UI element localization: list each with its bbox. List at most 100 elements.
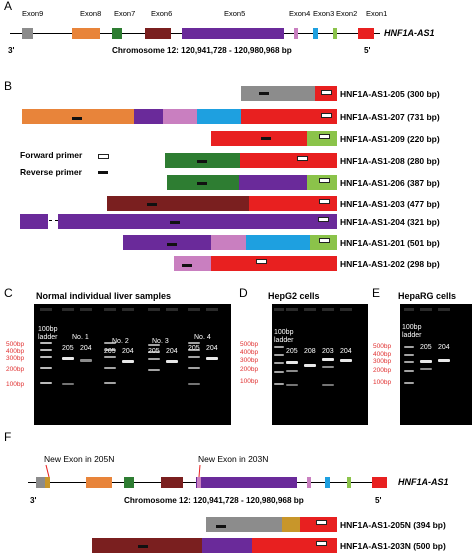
transcript-203n-bar: [92, 538, 337, 553]
exon5-label: Exon5: [224, 9, 246, 18]
legend-reverse-label: Reverse primer: [20, 167, 82, 177]
f-exon6-block: [161, 477, 183, 488]
exon9-label: Exon9: [22, 9, 44, 18]
five-prime-f: 5': [375, 496, 382, 505]
gel-c-ladder-label-2: ladder: [38, 334, 58, 341]
gel-e-marker-400: 400bp: [373, 351, 392, 358]
gel-e-ladder-label-1: 100bp: [402, 324, 422, 331]
gel-e-ladder-label-2: ladder: [402, 332, 422, 339]
transcript-204-bar: [20, 214, 337, 229]
gel-e-marker-500: 500bp: [373, 343, 392, 350]
gel-c-sample-4: No. 4: [194, 334, 211, 341]
gel-d-ladder-label-2: ladder: [274, 337, 294, 344]
gel-e-marker-100: 100bp: [373, 379, 392, 386]
gel-c-marker-300: 300bp: [6, 355, 25, 362]
transcript-203n-label: HNF1A-AS1-203N (500 bp): [340, 541, 446, 551]
transcript-205n-label: HNF1A-AS1-205N (394 bp): [340, 520, 446, 530]
transcript-202-bar: [174, 256, 337, 271]
gel-c-lane-205-2: 205: [104, 348, 116, 355]
gel-e-lane-205: 205: [420, 344, 432, 351]
new-exon-pointers: [45, 464, 201, 478]
chromosome-coords-a: Chromosome 12: 120,941,728 - 120,980,968…: [112, 46, 292, 55]
panel-a-label: A: [4, 0, 13, 13]
transcript-207-bar: [22, 109, 337, 124]
gel-c-lane-204-1: 204: [80, 345, 92, 352]
f-newexon-203n-block: [197, 477, 201, 488]
gene-name-a: HNF1A-AS1: [384, 28, 435, 38]
exon7-block: [112, 28, 122, 39]
new-exon-205n-label: New Exon in 205N: [44, 454, 115, 464]
f-exon2-block: [347, 477, 351, 488]
five-prime-a: 5': [364, 46, 371, 55]
gene-structure-f: New Exon in 205N New Exon in 203N HNF1A-…: [0, 440, 474, 555]
transcript-206-label: HNF1A-AS1-206 (387 bp): [340, 178, 440, 188]
gel-d-marker-500: 500bp: [240, 341, 259, 348]
transcript-203-bar: [107, 196, 337, 211]
exon3-block: [313, 28, 318, 39]
exon7-label: Exon7: [114, 9, 136, 18]
gel-e-marker-300: 300bp: [373, 358, 392, 365]
legend-reverse-swatch: [98, 171, 108, 174]
transcript-209-bar: [211, 131, 337, 146]
transcript-201-label: HNF1A-AS1-201 (501 bp): [340, 238, 440, 248]
panel-d-label: D: [239, 286, 248, 300]
gel-c-sample-2: No. 2: [112, 338, 129, 345]
gel-d-marker-300: 300bp: [240, 357, 259, 364]
panel-c-label: C: [4, 286, 13, 300]
gel-c-marker-500: 500bp: [6, 341, 25, 348]
transcript-205-bar: [241, 86, 337, 101]
exon1-block: [358, 28, 374, 39]
gel-c-lane-204-2: 204: [122, 348, 134, 355]
gel-c-title: Normal individual liver samples: [36, 291, 172, 301]
panel-f-label: F: [4, 430, 12, 444]
transcript-206-bar: [167, 175, 337, 190]
legend: Forward primer Reverse primer: [20, 150, 160, 190]
exon4-label: Exon4: [289, 9, 311, 18]
gel-d-lane-208: 208: [304, 348, 316, 355]
f-exon4-block: [307, 477, 311, 488]
transcript-208-bar: [165, 153, 337, 168]
f-exon3-block: [325, 477, 330, 488]
gel-c-ladder-label-1: 100bp: [38, 326, 58, 333]
exon2-label: Exon2: [336, 9, 358, 18]
new-exon-203n-label: New Exon in 203N: [198, 454, 269, 464]
gel-c-marker-100: 100bp: [6, 381, 25, 388]
three-prime-f: 3': [30, 496, 37, 505]
exon4-block: [294, 28, 298, 39]
gel-d-ladder-label-1: 100bp: [274, 329, 294, 336]
f-exon5-block: [196, 477, 297, 488]
panel-b-label: B: [4, 79, 13, 93]
gel-c-sample-3: No. 3: [152, 338, 169, 345]
exon8-label: Exon8: [80, 9, 102, 18]
f-newexon-205n-block: [45, 477, 50, 488]
gene-name-f: HNF1A-AS1: [398, 477, 449, 487]
transcript-202-label: HNF1A-AS1-202 (298 bp): [340, 259, 440, 269]
gel-c-lane-205-1: 205: [62, 345, 74, 352]
gel-e-lane-204: 204: [438, 344, 450, 351]
gel-e-title: HepaRG cells: [398, 291, 457, 301]
gel-d-title: HepG2 cells: [268, 291, 320, 301]
exon8-block: [72, 28, 100, 39]
gel-d-lane-203: 203: [322, 348, 334, 355]
exon2-block: [333, 28, 337, 39]
transcript-208-label: HNF1A-AS1-208 (280 bp): [340, 156, 440, 166]
gel-d-marker-200: 200bp: [240, 366, 259, 373]
exon5-block: [182, 28, 284, 39]
transcript-201-bar: [123, 235, 337, 250]
panel-e-label: E: [372, 286, 381, 300]
gel-c-sample-1: No. 1: [72, 334, 89, 341]
f-exon1-block: [372, 477, 387, 488]
gene-structure-a: Exon9 Exon8 Exon7 Exon6 Exon5 Exon4 Exon…: [0, 0, 474, 80]
legend-forward-label: Forward primer: [20, 150, 83, 160]
gel-d-marker-400: 400bp: [240, 349, 259, 356]
f-exon7-block: [124, 477, 134, 488]
transcript-204-label: HNF1A-AS1-204 (321 bp): [340, 217, 440, 227]
exon1-label: Exon1: [366, 9, 388, 18]
transcript-diagram-b: HNF1A-AS1-205 (300 bp) HNF1A-AS1-207 (73…: [0, 80, 474, 280]
transcript-209-label: HNF1A-AS1-209 (220 bp): [340, 134, 440, 144]
exon9-block: [22, 28, 33, 39]
gel-d-image: 100bp ladder 205 208 203 204: [272, 304, 368, 425]
gel-d-marker-100: 100bp: [240, 378, 259, 385]
gel-e-image: 100bp ladder 205 204: [400, 304, 472, 425]
gel-c-lane-205-4: 205: [188, 345, 200, 352]
